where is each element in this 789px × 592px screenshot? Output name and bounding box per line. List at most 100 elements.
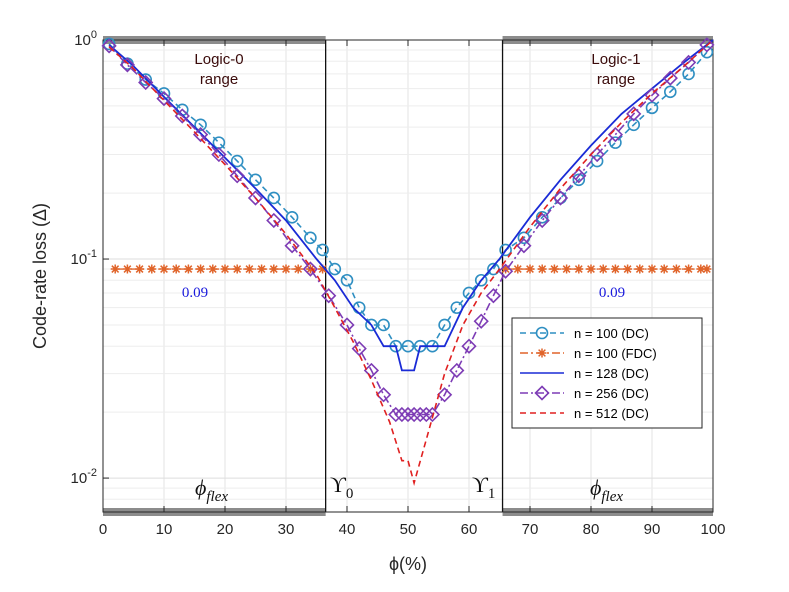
y-tick-label: 100	[74, 29, 97, 49]
marker-diamond	[516, 238, 532, 254]
x-tick-label: 80	[583, 521, 600, 538]
marker-diamond	[192, 126, 209, 143]
legend-item: n = 128 (DC)	[520, 366, 649, 381]
marker-circle	[365, 318, 378, 332]
marker-diamond	[534, 385, 550, 401]
value-label-left: 0.09	[182, 285, 208, 301]
marker-star	[586, 264, 596, 274]
marker-circle	[663, 85, 677, 99]
marker-circle	[609, 136, 622, 149]
marker-diamond	[247, 190, 264, 206]
marker-diamond	[436, 387, 453, 403]
marker-diamond	[388, 406, 404, 423]
x-tick-label: 10	[156, 521, 173, 538]
x-tick-label: 60	[461, 521, 478, 538]
series-line	[108, 43, 708, 348]
legend-item: n = 100 (FDC)	[520, 346, 657, 361]
series-4	[108, 39, 714, 486]
upsilon-1-label: ϒ1	[472, 472, 495, 502]
marker-diamond	[699, 37, 715, 53]
marker-star	[684, 264, 694, 274]
y-tick-label: 10-1	[71, 248, 97, 268]
legend-label: n = 256 (DC)	[574, 386, 649, 401]
y-axis-label: Code-rate loss (Δ)	[30, 203, 50, 349]
x-tick-label: 30	[278, 521, 295, 538]
marker-diamond	[626, 106, 642, 122]
marker-diamond	[485, 288, 502, 304]
marker-star	[122, 264, 132, 274]
marker-diamond	[302, 261, 319, 277]
legend-item: n = 512 (DC)	[520, 406, 649, 421]
marker-diamond	[412, 406, 428, 423]
marker-star	[513, 264, 523, 274]
x-tick-label: 90	[644, 521, 661, 538]
marker-star	[562, 264, 572, 274]
marker-circle	[499, 243, 512, 257]
marker-star	[635, 264, 645, 274]
marker-diamond	[662, 70, 678, 86]
value-label-right: 0.09	[599, 285, 625, 301]
marker-diamond	[101, 38, 117, 54]
legend: n = 100 (DC) n = 100 (FDC) n = 128 (DC) n =…	[511, 317, 703, 429]
marker-star	[293, 264, 303, 274]
marker-diamond	[473, 313, 489, 329]
marker-star	[647, 264, 657, 274]
marker-circle	[535, 326, 549, 340]
marker-star	[696, 264, 706, 274]
legend-label: n = 100 (DC)	[574, 326, 649, 341]
series-line	[108, 39, 714, 486]
marker-star	[623, 264, 633, 274]
marker-diamond	[375, 387, 392, 403]
marker-circle	[700, 45, 714, 59]
x-tick-label: 100	[700, 521, 725, 538]
y-tick-label: 10-2	[71, 467, 97, 487]
legend-item: n = 256 (DC)	[520, 385, 649, 401]
marker-star	[671, 264, 681, 274]
marker-circle	[194, 118, 207, 132]
marker-star	[208, 264, 218, 274]
x-tick-label: 40	[339, 521, 356, 538]
legend-label: n = 128 (DC)	[574, 366, 649, 381]
marker-star	[135, 264, 145, 274]
legend-label: n = 100 (FDC)	[574, 346, 657, 361]
marker-diamond	[363, 362, 380, 379]
marker-diamond	[138, 74, 154, 91]
marker-circle	[230, 154, 244, 168]
marker-circle	[316, 243, 329, 257]
marker-star	[183, 264, 193, 274]
marker-circle	[535, 211, 549, 224]
marker-star	[501, 264, 511, 274]
phi-flex-left-label: ϕflex	[195, 475, 228, 505]
marker-star	[171, 264, 181, 274]
marker-diamond	[680, 54, 697, 71]
legend-item: n = 100 (DC)	[520, 326, 649, 341]
marker-circle	[285, 211, 299, 224]
marker-diamond	[571, 168, 587, 184]
marker-star	[702, 264, 712, 274]
marker-star	[659, 264, 669, 274]
marker-diamond	[497, 263, 514, 279]
marker-diamond	[229, 168, 245, 184]
marker-star	[610, 264, 620, 274]
x-tick-label: 70	[522, 521, 539, 538]
marker-diamond	[351, 340, 367, 357]
marker-circle	[438, 318, 451, 332]
marker-circle	[340, 273, 354, 287]
marker-circle	[474, 273, 488, 287]
marker-star	[232, 264, 242, 274]
marker-diamond	[449, 362, 465, 379]
marker-diamond	[321, 288, 337, 304]
upsilon-0-label: ϒ0	[330, 472, 353, 502]
marker-star	[305, 264, 315, 274]
marker-circle	[249, 173, 262, 187]
marker-circle	[267, 191, 281, 205]
marker-star	[196, 264, 206, 274]
x-tick-label: 0	[99, 521, 107, 538]
marker-star	[549, 264, 559, 274]
marker-circle	[304, 231, 317, 245]
logic-0-range-label: Logic-0 range	[194, 51, 243, 88]
marker-diamond	[266, 212, 282, 229]
x-axis-label: ϕ(%)	[389, 554, 427, 574]
marker-star	[257, 264, 267, 274]
